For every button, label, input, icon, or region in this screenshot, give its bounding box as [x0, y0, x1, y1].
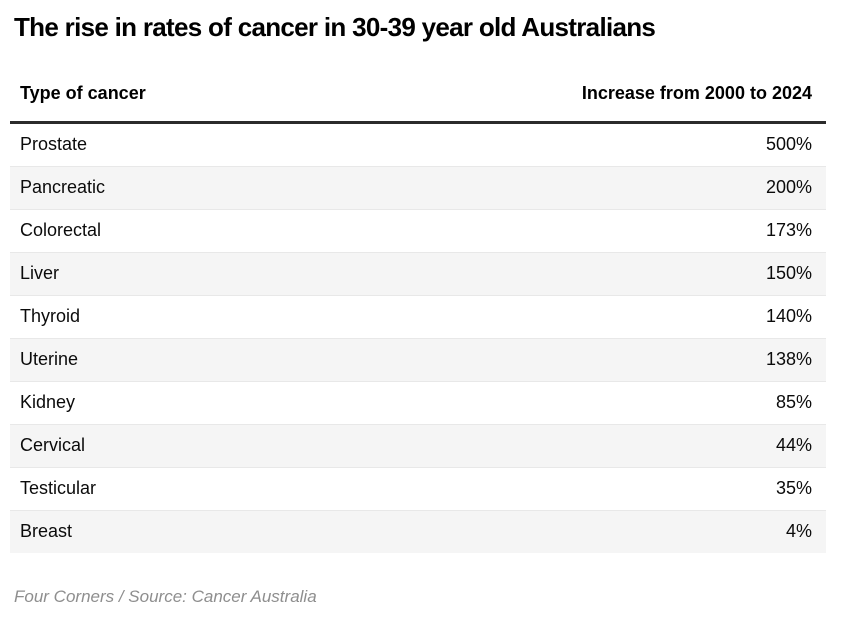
increase-value-cell: 35% — [418, 467, 826, 511]
cancer-type-cell: Kidney — [10, 381, 418, 425]
increase-value-cell: 150% — [418, 252, 826, 296]
table-row: Breast 4% — [10, 510, 826, 553]
increase-value-cell: 140% — [418, 295, 826, 339]
column-header-increase: Increase from 2000 to 2024 — [418, 82, 826, 124]
cancer-type-cell: Uterine — [10, 338, 418, 382]
cancer-type-cell: Testicular — [10, 467, 418, 511]
table-row: Thyroid 140% — [10, 295, 826, 339]
cancer-type-cell: Prostate — [10, 122, 418, 167]
increase-value-cell: 44% — [418, 424, 826, 468]
table-row: Kidney 85% — [10, 381, 826, 425]
cancer-type-cell: Cervical — [10, 424, 418, 468]
table-row: Cervical 44% — [10, 424, 826, 468]
table-header: Type of cancer Increase from 2000 to 202… — [10, 82, 826, 124]
table-row: Pancreatic 200% — [10, 166, 826, 210]
table-row: Testicular 35% — [10, 467, 826, 511]
increase-value-cell: 173% — [418, 209, 826, 253]
cancer-type-cell: Thyroid — [10, 295, 418, 339]
increase-value-cell: 200% — [418, 166, 826, 210]
cancer-type-cell: Colorectal — [10, 209, 418, 253]
chart-title: The rise in rates of cancer in 30-39 yea… — [14, 12, 656, 42]
increase-value-cell: 138% — [418, 338, 826, 382]
table-row: Liver 150% — [10, 252, 826, 296]
increase-value-cell: 500% — [418, 122, 826, 167]
source-attribution: Four Corners / Source: Cancer Australia — [14, 586, 317, 606]
cancer-type-cell: Pancreatic — [10, 166, 418, 210]
cancer-rates-table: Type of cancer Increase from 2000 to 202… — [10, 82, 826, 553]
column-header-type: Type of cancer — [10, 82, 418, 124]
table-header-row: Type of cancer Increase from 2000 to 202… — [10, 82, 826, 124]
increase-value-cell: 85% — [418, 381, 826, 425]
table-row: Colorectal 173% — [10, 209, 826, 253]
cancer-type-cell: Liver — [10, 252, 418, 296]
increase-value-cell: 4% — [785, 521, 812, 542]
cancer-type-cell: Breast — [20, 521, 73, 542]
table-body: Prostate 500% Pancreatic 200% Colorectal 173%… — [10, 122, 826, 553]
table-row: Prostate 500% — [10, 122, 826, 167]
table-row: Uterine 138% — [10, 338, 826, 382]
